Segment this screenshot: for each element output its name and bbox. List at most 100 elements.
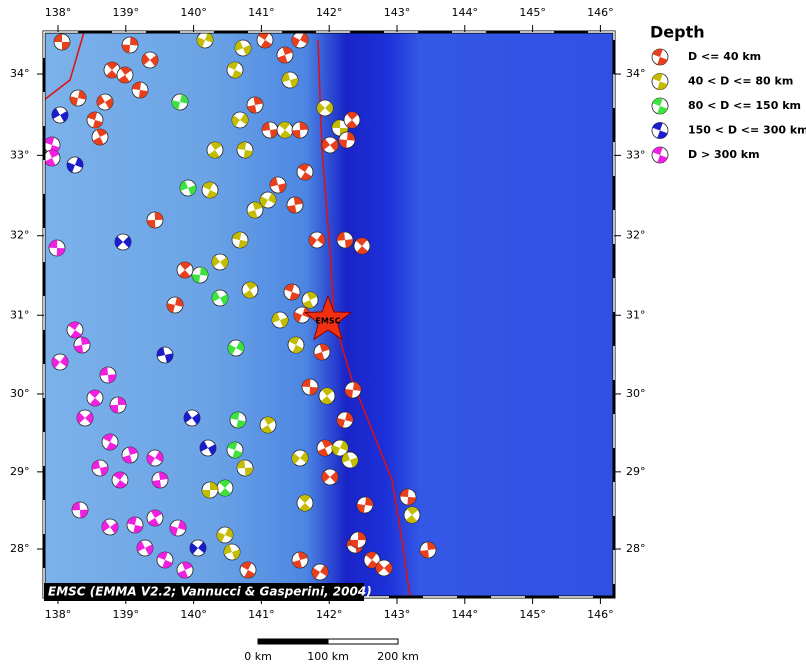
- focal-mechanism-wedge: [332, 120, 341, 128]
- focal-mechanism-wedge: [245, 282, 257, 290]
- focal-mechanism-wedge: [292, 452, 300, 465]
- focal-mechanism-wedge: [175, 297, 183, 307]
- focal-mechanism-wedge: [337, 417, 345, 428]
- focal-mechanism-wedge: [282, 47, 293, 55]
- focal-mechanism-wedge: [147, 453, 155, 465]
- focal-mechanism-wedge: [223, 544, 232, 555]
- focal-mechanism-wedge: [52, 108, 60, 119]
- legend-title: Depth: [650, 23, 705, 42]
- focal-mechanism-wedge: [170, 525, 178, 536]
- focal-mechanism-wedge: [342, 452, 350, 463]
- focal-mechanism-wedge: [405, 515, 418, 523]
- lon-label: 145°: [519, 6, 546, 19]
- focal-mechanism-wedge: [108, 374, 116, 383]
- focal-mechanism-wedge: [299, 122, 308, 130]
- focal-mechanism-wedge: [162, 560, 173, 568]
- focal-mechanism-wedge: [120, 67, 132, 75]
- focal-mechanism-wedge: [219, 479, 231, 488]
- focal-mechanism-wedge: [299, 503, 311, 512]
- focal-mechanism-wedge: [245, 467, 253, 476]
- focal-mechanism-wedge: [376, 562, 384, 574]
- focal-mechanism-wedge: [210, 142, 222, 150]
- focal-mechanism-wedge: [282, 72, 290, 83]
- focal-mechanism-wedge: [232, 232, 242, 240]
- focal-mechanism-wedge: [123, 236, 132, 248]
- focal-mechanism-wedge: [70, 330, 82, 338]
- focal-mechanism-wedge: [288, 337, 300, 345]
- focal-mechanism-wedge: [237, 142, 247, 150]
- focal-mechanism-wedge: [350, 539, 358, 548]
- focal-mechanism-wedge: [110, 405, 119, 413]
- focal-mechanism-wedge: [198, 541, 206, 554]
- focal-mechanism-wedge: [278, 122, 291, 130]
- focal-mechanism-wedge: [238, 240, 248, 248]
- focal-mechanism-wedge: [319, 344, 330, 352]
- focal-mechanism-wedge: [260, 40, 272, 48]
- lon-label: 145°: [519, 608, 546, 621]
- focal-mechanism-wedge: [97, 95, 105, 107]
- focal-mechanism-wedge: [132, 82, 142, 90]
- focal-mechanism-wedge: [322, 138, 330, 150]
- focal-mechanism-wedge: [200, 440, 208, 452]
- focal-mechanism-wedge: [232, 549, 240, 560]
- lon-label: 142°: [316, 608, 343, 621]
- focal-mechanism-wedge: [300, 451, 308, 464]
- focal-mechanism-wedge: [80, 509, 88, 518]
- lat-label: 32°: [626, 229, 646, 242]
- focal-mechanism-wedge: [74, 345, 84, 353]
- lat-label: 33°: [10, 148, 30, 161]
- focal-mechanism-wedge: [183, 411, 192, 423]
- focal-mechanism-wedge: [261, 425, 273, 433]
- scale-bar-label: 100 km: [307, 650, 349, 663]
- focal-mechanism-wedge: [344, 389, 353, 398]
- focal-mechanism-wedge: [100, 466, 109, 476]
- focal-mechanism-wedge: [235, 40, 243, 52]
- legend-label: 40 < D <= 80 km: [688, 75, 793, 88]
- focal-mechanism-wedge: [156, 347, 165, 357]
- focal-mechanism-wedge: [293, 196, 303, 205]
- focal-mechanism-wedge: [345, 239, 353, 248]
- focal-mechanism-wedge: [325, 102, 334, 114]
- focal-mechanism-wedge: [657, 106, 668, 114]
- focal-mechanism-wedge: [52, 357, 60, 369]
- focal-mechanism-wedge: [127, 446, 138, 455]
- focal-mechanism-wedge: [321, 388, 334, 396]
- focal-mechanism-wedge: [297, 552, 308, 560]
- focal-mechanism-wedge: [309, 387, 318, 396]
- focal-mechanism-wedge: [220, 257, 229, 269]
- focal-mechanism-wedge: [142, 53, 150, 66]
- focal-mechanism-wedge: [652, 73, 663, 82]
- focal-mechanism-wedge: [220, 294, 228, 305]
- focal-mechanism-wedge: [85, 412, 94, 424]
- focal-mechanism-wedge: [227, 442, 238, 450]
- focal-mechanism-wedge: [110, 522, 118, 534]
- focal-mechanism-wedge: [78, 90, 86, 100]
- focal-mechanism-wedge: [292, 345, 304, 353]
- focal-mechanism-wedge: [302, 300, 314, 308]
- focal-mechanism-wedge: [202, 490, 210, 498]
- legend-label: D <= 40 km: [688, 50, 761, 63]
- focal-mechanism-wedge: [353, 382, 361, 391]
- focal-mechanism-wedge: [211, 291, 220, 302]
- focal-mechanism-wedge: [75, 157, 83, 168]
- focal-mechanism-wedge: [44, 158, 56, 166]
- focal-mechanism-wedge: [181, 562, 193, 570]
- focal-mechanism-wedge: [60, 355, 68, 367]
- focal-mechanism-wedge: [89, 390, 101, 398]
- lat-label: 31°: [10, 308, 30, 321]
- focal-mechanism-wedge: [252, 201, 263, 210]
- lon-label: 139°: [113, 6, 140, 19]
- focal-mechanism-wedge: [367, 560, 379, 568]
- focal-mechanism-wedge: [172, 100, 180, 110]
- focal-mechanism-wedge: [60, 111, 68, 122]
- lon-label: 146°: [587, 608, 614, 621]
- focal-mechanism-wedge: [48, 150, 60, 158]
- focal-mechanism-wedge: [106, 70, 118, 78]
- focal-mechanism-wedge: [137, 540, 145, 552]
- focal-mechanism-wedge: [347, 132, 355, 141]
- focal-mechanism-wedge: [280, 317, 289, 328]
- focal-mechanism-wedge: [345, 412, 353, 423]
- focal-mechanism-wedge: [355, 238, 368, 246]
- focal-mechanism-wedge: [202, 182, 214, 190]
- focal-mechanism-wedge: [332, 444, 340, 456]
